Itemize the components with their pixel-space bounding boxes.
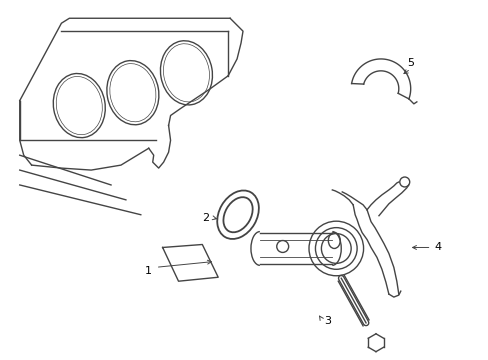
Text: 5: 5 [407,58,413,68]
Text: 2: 2 [202,213,208,223]
Text: 1: 1 [145,266,152,276]
Text: 4: 4 [434,243,441,252]
Text: 3: 3 [323,316,330,326]
